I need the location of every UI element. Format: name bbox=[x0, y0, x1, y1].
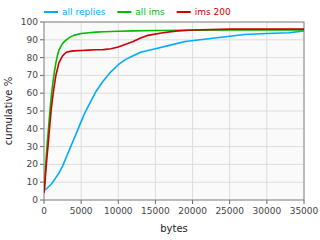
y-grid-line bbox=[44, 39, 304, 40]
y-grid-line bbox=[44, 111, 304, 112]
x-tick-label: 10000 bbox=[104, 206, 133, 216]
x-tick bbox=[192, 200, 193, 204]
lines bbox=[44, 29, 304, 193]
y-tick-label: 90 bbox=[27, 35, 39, 45]
y-grid-line bbox=[44, 182, 304, 183]
y-tick bbox=[40, 146, 44, 147]
series-line bbox=[44, 29, 304, 193]
y-tick-label: 40 bbox=[27, 124, 39, 134]
x-tick-label: 5000 bbox=[70, 206, 93, 216]
y-tick bbox=[40, 200, 44, 201]
y-grid-line bbox=[44, 75, 304, 76]
y-grid-line bbox=[44, 57, 304, 58]
y-tick-label: 0 bbox=[32, 195, 38, 205]
x-tick-label: 35000 bbox=[290, 206, 319, 216]
x-tick bbox=[44, 200, 45, 204]
y-tick-label: 70 bbox=[27, 70, 39, 80]
x-tick-label: 30000 bbox=[253, 206, 282, 216]
legend: all replies all ims ims 200 bbox=[44, 7, 231, 17]
y-tick bbox=[40, 128, 44, 129]
x-tick-label: 0 bbox=[41, 206, 47, 216]
x-tick bbox=[266, 200, 267, 204]
y-grid-line bbox=[44, 146, 304, 147]
grid bbox=[44, 22, 304, 200]
legend-label: all replies bbox=[62, 7, 106, 17]
y-tick bbox=[40, 111, 44, 112]
y-tick bbox=[40, 57, 44, 58]
y-tick-label: 10 bbox=[27, 177, 39, 187]
y-tick-label: 100 bbox=[21, 17, 38, 27]
y-tick-label: 50 bbox=[27, 106, 39, 116]
y-tick-label: 20 bbox=[27, 159, 39, 169]
x-tick-label: 20000 bbox=[178, 206, 207, 216]
x-tick-label: 15000 bbox=[141, 206, 170, 216]
legend-swatch bbox=[44, 11, 58, 13]
x-tick bbox=[118, 200, 119, 204]
y-grid-line bbox=[44, 93, 304, 94]
y-tick-label: 30 bbox=[27, 142, 39, 152]
y-tick bbox=[40, 22, 44, 23]
legend-swatch bbox=[177, 11, 191, 13]
x-tick bbox=[229, 200, 230, 204]
series-line bbox=[44, 31, 304, 191]
y-axis-label: cumulative % bbox=[3, 77, 14, 145]
legend-label: ims 200 bbox=[195, 7, 231, 17]
y-grid-line bbox=[44, 164, 304, 165]
x-tick bbox=[81, 200, 82, 204]
plot-background bbox=[44, 22, 304, 200]
legend-label: all ims bbox=[135, 7, 165, 17]
x-tick bbox=[304, 200, 305, 204]
series-line bbox=[44, 30, 304, 191]
x-tick bbox=[155, 200, 156, 204]
y-tick-label: 60 bbox=[27, 88, 39, 98]
y-tick bbox=[40, 39, 44, 40]
y-tick bbox=[40, 75, 44, 76]
chart: 0 5000 10000 15000 20000 25000 30000 35000 0 10 20… bbox=[0, 0, 320, 240]
y-tick bbox=[40, 182, 44, 183]
y-tick bbox=[40, 93, 44, 94]
x-tick-label: 25000 bbox=[215, 206, 244, 216]
x-axis-label: bytes bbox=[160, 223, 188, 234]
y-grid-line bbox=[44, 128, 304, 129]
y-tick-label: 80 bbox=[27, 53, 39, 63]
plot-frame bbox=[44, 22, 304, 200]
legend-swatch bbox=[117, 11, 131, 13]
y-tick bbox=[40, 164, 44, 165]
